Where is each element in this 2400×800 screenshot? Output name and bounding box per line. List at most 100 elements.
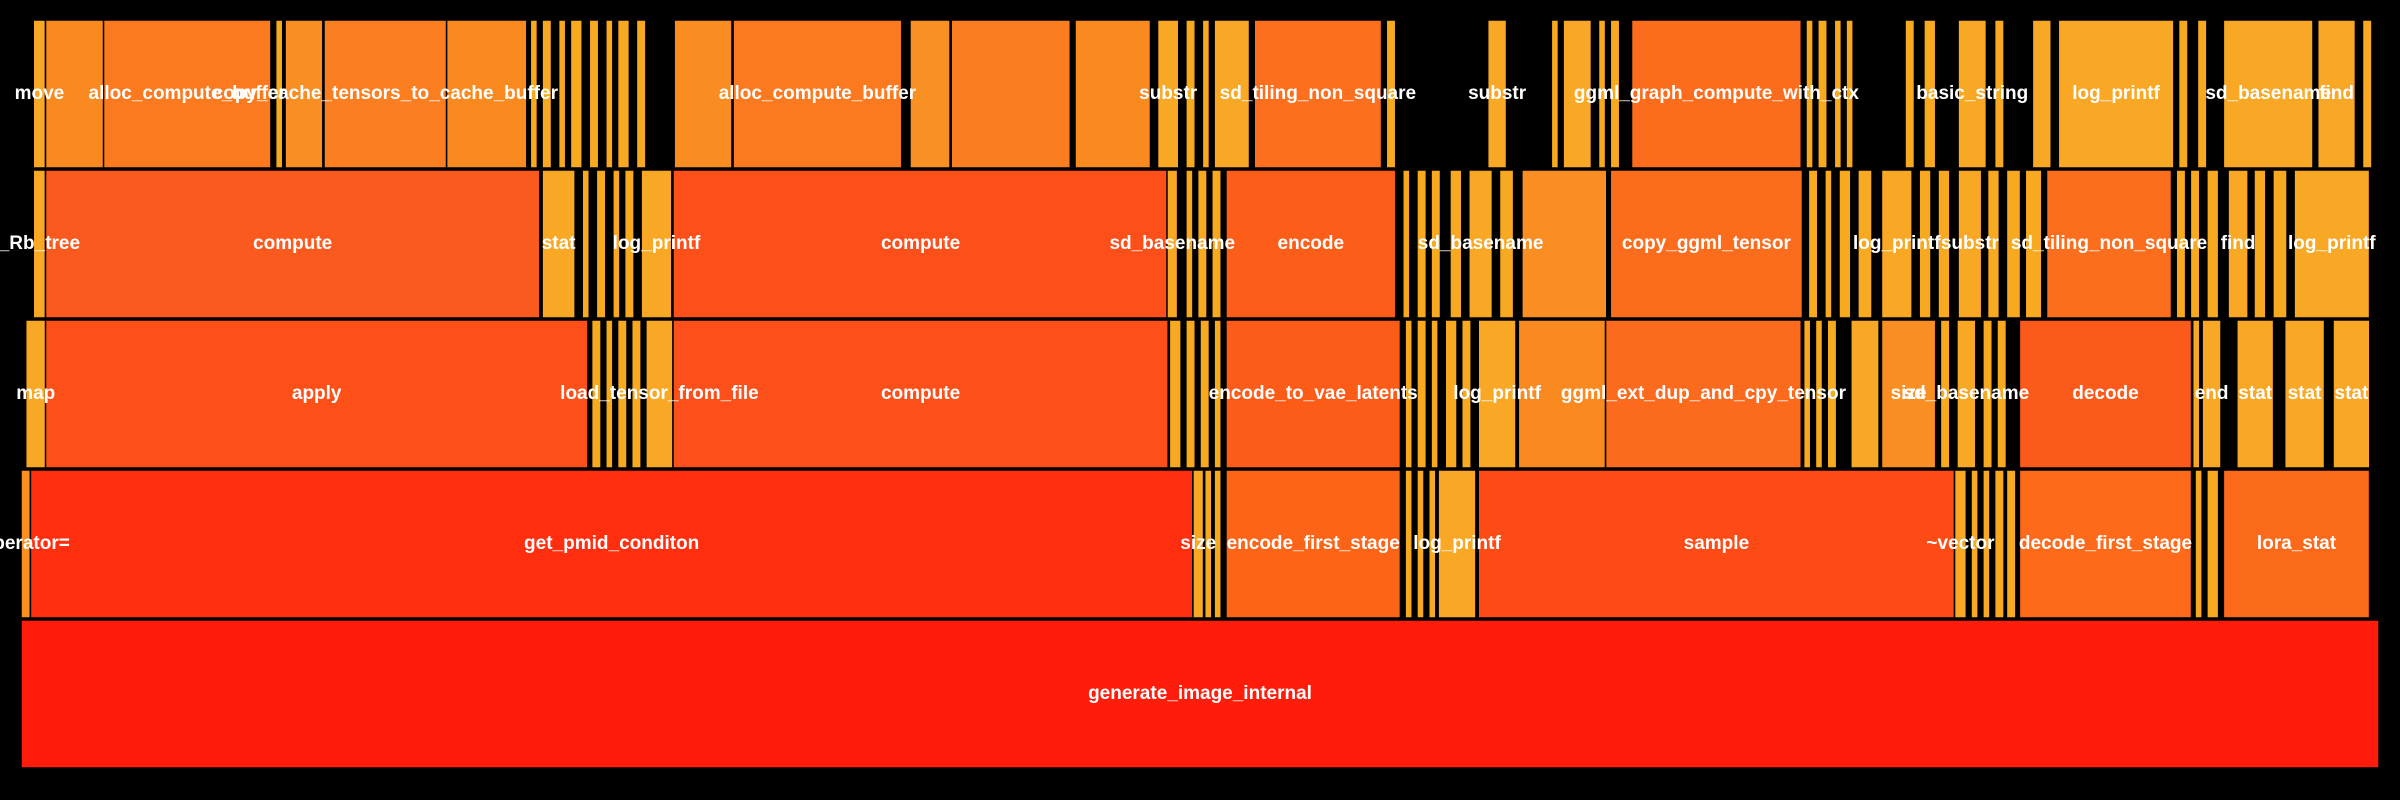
frame (2191, 319, 2201, 469)
frame-label: find (2319, 83, 2354, 104)
frame (1213, 319, 1222, 469)
frame (1993, 469, 2005, 619)
frame (1498, 169, 1515, 319)
frame (1609, 19, 1621, 169)
frame (1430, 169, 1442, 319)
frame-label: encode_to_vae_latents (1209, 383, 1418, 404)
frame-label: _Rb_tree (0, 233, 80, 254)
frame (612, 169, 621, 319)
frame (1437, 469, 1477, 619)
frame (1225, 169, 1397, 319)
frame (605, 19, 614, 169)
frame (1468, 169, 1494, 319)
frame (595, 169, 607, 319)
frame (1939, 319, 1951, 469)
frame-label: decode (2072, 383, 2139, 404)
frame (1953, 469, 1968, 619)
frame-label: operator= (0, 533, 70, 554)
frame (630, 319, 642, 469)
frame (1630, 19, 1803, 169)
frame (2283, 319, 2326, 469)
frame-label: find (2221, 233, 2256, 254)
frame (1517, 319, 1607, 469)
frame (1923, 19, 1937, 169)
frame-label: map (16, 383, 55, 404)
frame-label: lora_stat (2257, 533, 2337, 554)
frame (1957, 19, 1988, 169)
frame (1185, 169, 1194, 319)
flame-level (32, 19, 2373, 169)
frame (2018, 319, 2193, 469)
frame (2206, 169, 2220, 319)
frame-label: log_printf (2072, 83, 2160, 104)
frame (1404, 319, 1413, 469)
frame (1185, 19, 1197, 169)
frame (1166, 169, 1179, 319)
frame (1937, 169, 1951, 319)
frame (44, 319, 589, 469)
frame-label: substr (1468, 83, 1527, 104)
frame (2005, 469, 2017, 619)
frame (1817, 19, 1828, 169)
frame (2332, 319, 2371, 469)
frame (2272, 169, 2288, 319)
frame-label: stat (2238, 383, 2272, 404)
frame (1416, 469, 1425, 619)
frame-label: decode_first_stage (2019, 533, 2192, 554)
frame-label: copy_ggml_tensor (1622, 233, 1792, 254)
frame-label: sd_basename (1904, 383, 2030, 404)
frame (581, 169, 591, 319)
frame-label: log_printf (1413, 533, 1501, 554)
frame (29, 469, 1194, 619)
frame (1996, 319, 2008, 469)
frame (1982, 319, 1994, 469)
frame (1956, 319, 1977, 469)
frame (616, 19, 631, 169)
frame-label: ggml_graph_compute_with_ctx (1574, 83, 1859, 104)
frame (1225, 319, 1402, 469)
frame (2361, 19, 2373, 169)
frame-label: stat (542, 233, 576, 254)
frame-label: log_printf (1453, 383, 1541, 404)
frame (2253, 169, 2267, 319)
frame (635, 19, 647, 169)
frame (44, 19, 106, 169)
flame-level (20, 469, 2371, 619)
frame-label: encode_first_stage (1227, 533, 1400, 554)
frame (616, 319, 628, 469)
frame-label: sd_basename (1418, 233, 1544, 254)
frame-label: load_tensor_from_file (560, 383, 759, 404)
frame-label: size (1891, 383, 1927, 404)
frame-label: ~vector (1926, 533, 1995, 554)
frame (1838, 169, 1852, 319)
frame (2189, 169, 2201, 319)
frame (445, 19, 528, 169)
frame (1416, 169, 1428, 319)
frame (2177, 19, 2189, 169)
frame (1597, 19, 1607, 169)
frame (605, 319, 614, 469)
frame (1156, 19, 1180, 169)
frame-label: compute (253, 233, 332, 254)
frame (274, 19, 284, 169)
frame (1807, 169, 1819, 319)
frame (1203, 469, 1213, 619)
frame (569, 19, 583, 169)
frame-label: end (2195, 383, 2229, 404)
frame (1460, 319, 1472, 469)
frame-label: compute (881, 383, 960, 404)
frame (2005, 169, 2022, 319)
frame (1416, 319, 1428, 469)
frame (1168, 319, 1182, 469)
frame (1196, 169, 1208, 319)
frame (1918, 169, 1932, 319)
frame (1213, 469, 1222, 619)
frame (1986, 169, 2001, 319)
frame (1604, 319, 1803, 469)
frame (1814, 319, 1824, 469)
frame (1880, 319, 1937, 469)
frame-label: apply (292, 383, 342, 404)
frame (950, 19, 1072, 169)
flame-level (32, 169, 2371, 319)
